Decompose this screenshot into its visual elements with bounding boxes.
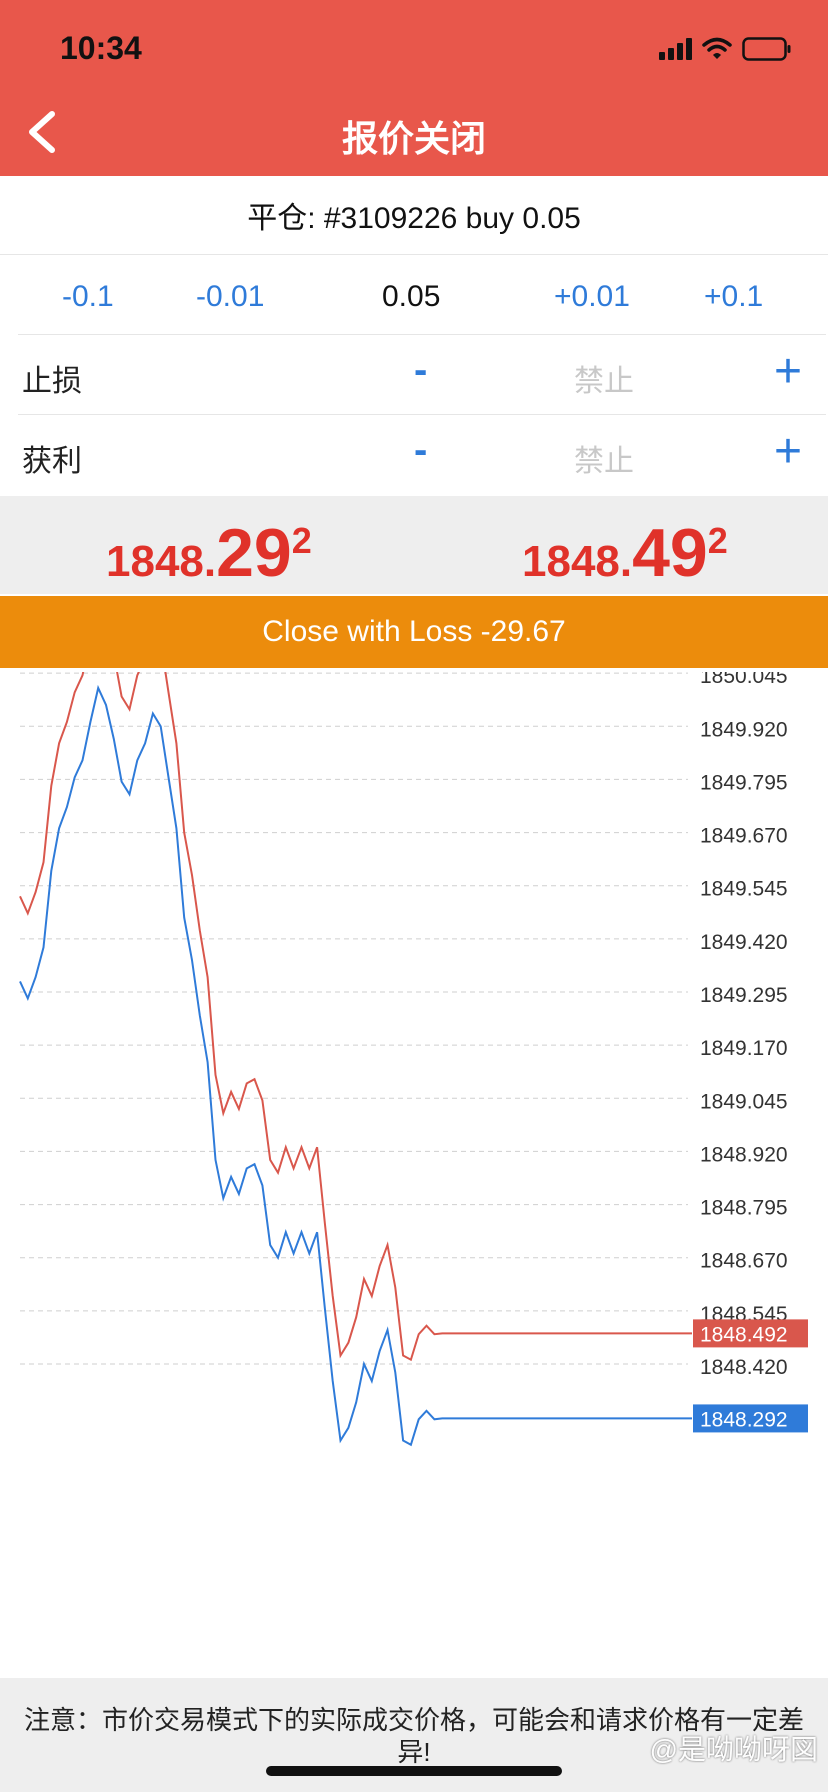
volume-row: -0.1 -0.01 0.05 +0.01 +0.1 [18,256,826,335]
close-with-loss-button[interactable]: Close with Loss -29.67 [0,596,828,668]
take-profit-value[interactable]: 禁止 [574,445,634,478]
chart-series-line [19,684,692,1447]
chart-y-tick-label: 1849.920 [700,718,788,741]
take-profit-minus-button[interactable]: - [414,428,428,472]
chart-y-tick-label: 1849.170 [700,1037,788,1060]
stop-loss-minus-button[interactable]: - [414,348,428,392]
volume-value[interactable]: 0.05 [382,280,441,313]
stop-loss-row: 止损 - 禁止 + [18,336,826,415]
ask-price: 1848.492 [522,514,728,592]
chart-y-tick-label: 1849.295 [700,984,788,1007]
take-profit-label: 获利 [22,445,82,478]
chart-y-tick-label: 1849.545 [700,878,788,901]
chart-y-tick-label: 1850.045 [700,672,788,688]
volume-decrease-small-button[interactable]: -0.01 [196,280,265,313]
bid-price-pips: 29 [216,515,292,591]
ask-price-prefix: 1848. [522,537,633,586]
chart-y-tick-label: 1849.420 [700,931,788,954]
chart-last-price-badge [693,1319,808,1348]
chart-last-price-label: 1848.292 [700,1408,788,1431]
chart-y-tick-label: 1848.670 [700,1250,788,1273]
battery-icon [742,37,792,61]
bid-price-prefix: 1848. [106,537,217,586]
take-profit-row: 获利 - 禁止 + [18,416,826,494]
chart-y-tick-label: 1849.670 [700,825,788,848]
order-info: 平仓: #3109226 buy 0.05 [0,176,828,255]
price-chart: 1850.1701850.0451849.9201849.7951849.670… [19,672,808,1447]
status-icons [659,36,792,62]
chart-series-line [19,672,692,1362]
chart-y-tick-label: 1849.795 [700,771,788,794]
chart-y-tick-label: 1848.420 [700,1356,788,1379]
page-title: 报价关闭 [341,118,486,159]
disclaimer-note: 注意：市价交易模式下的实际成交价格，可能会和请求价格有一定差异! [23,1705,804,1767]
back-chevron-icon[interactable] [22,108,62,156]
ask-price-fraction: 2 [707,520,728,561]
chart-last-price-label: 1848.492 [700,1323,788,1346]
volume-increase-large-button[interactable]: +0.1 [704,280,764,313]
cellular-signal-icon [659,38,692,60]
stop-loss-label: 止损 [22,365,82,398]
stop-loss-plus-button[interactable]: + [774,345,803,398]
chart-y-tick-label: 1849.045 [700,1090,788,1113]
ask-price-pips: 49 [632,515,708,591]
bid-price: 1848.292 [106,514,312,592]
wifi-icon [702,37,732,61]
volume-decrease-large-button[interactable]: -0.1 [62,280,114,313]
bid-price-fraction: 2 [291,520,312,561]
stop-loss-value[interactable]: 禁止 [574,365,634,398]
header-bar: 10:34 [0,0,828,176]
chart-y-tick-label: 1848.795 [700,1197,788,1220]
volume-increase-small-button[interactable]: +0.01 [554,280,630,313]
home-indicator [266,1766,562,1776]
chart-y-tick-label: 1848.920 [700,1143,788,1166]
chart-last-price-badge [693,1404,808,1433]
price-band: 1848.292 1848.492 [0,496,828,594]
status-time: 10:34 [60,30,142,66]
watermark: @是呦呦呀図 [649,1734,818,1765]
take-profit-plus-button[interactable]: + [774,425,803,478]
